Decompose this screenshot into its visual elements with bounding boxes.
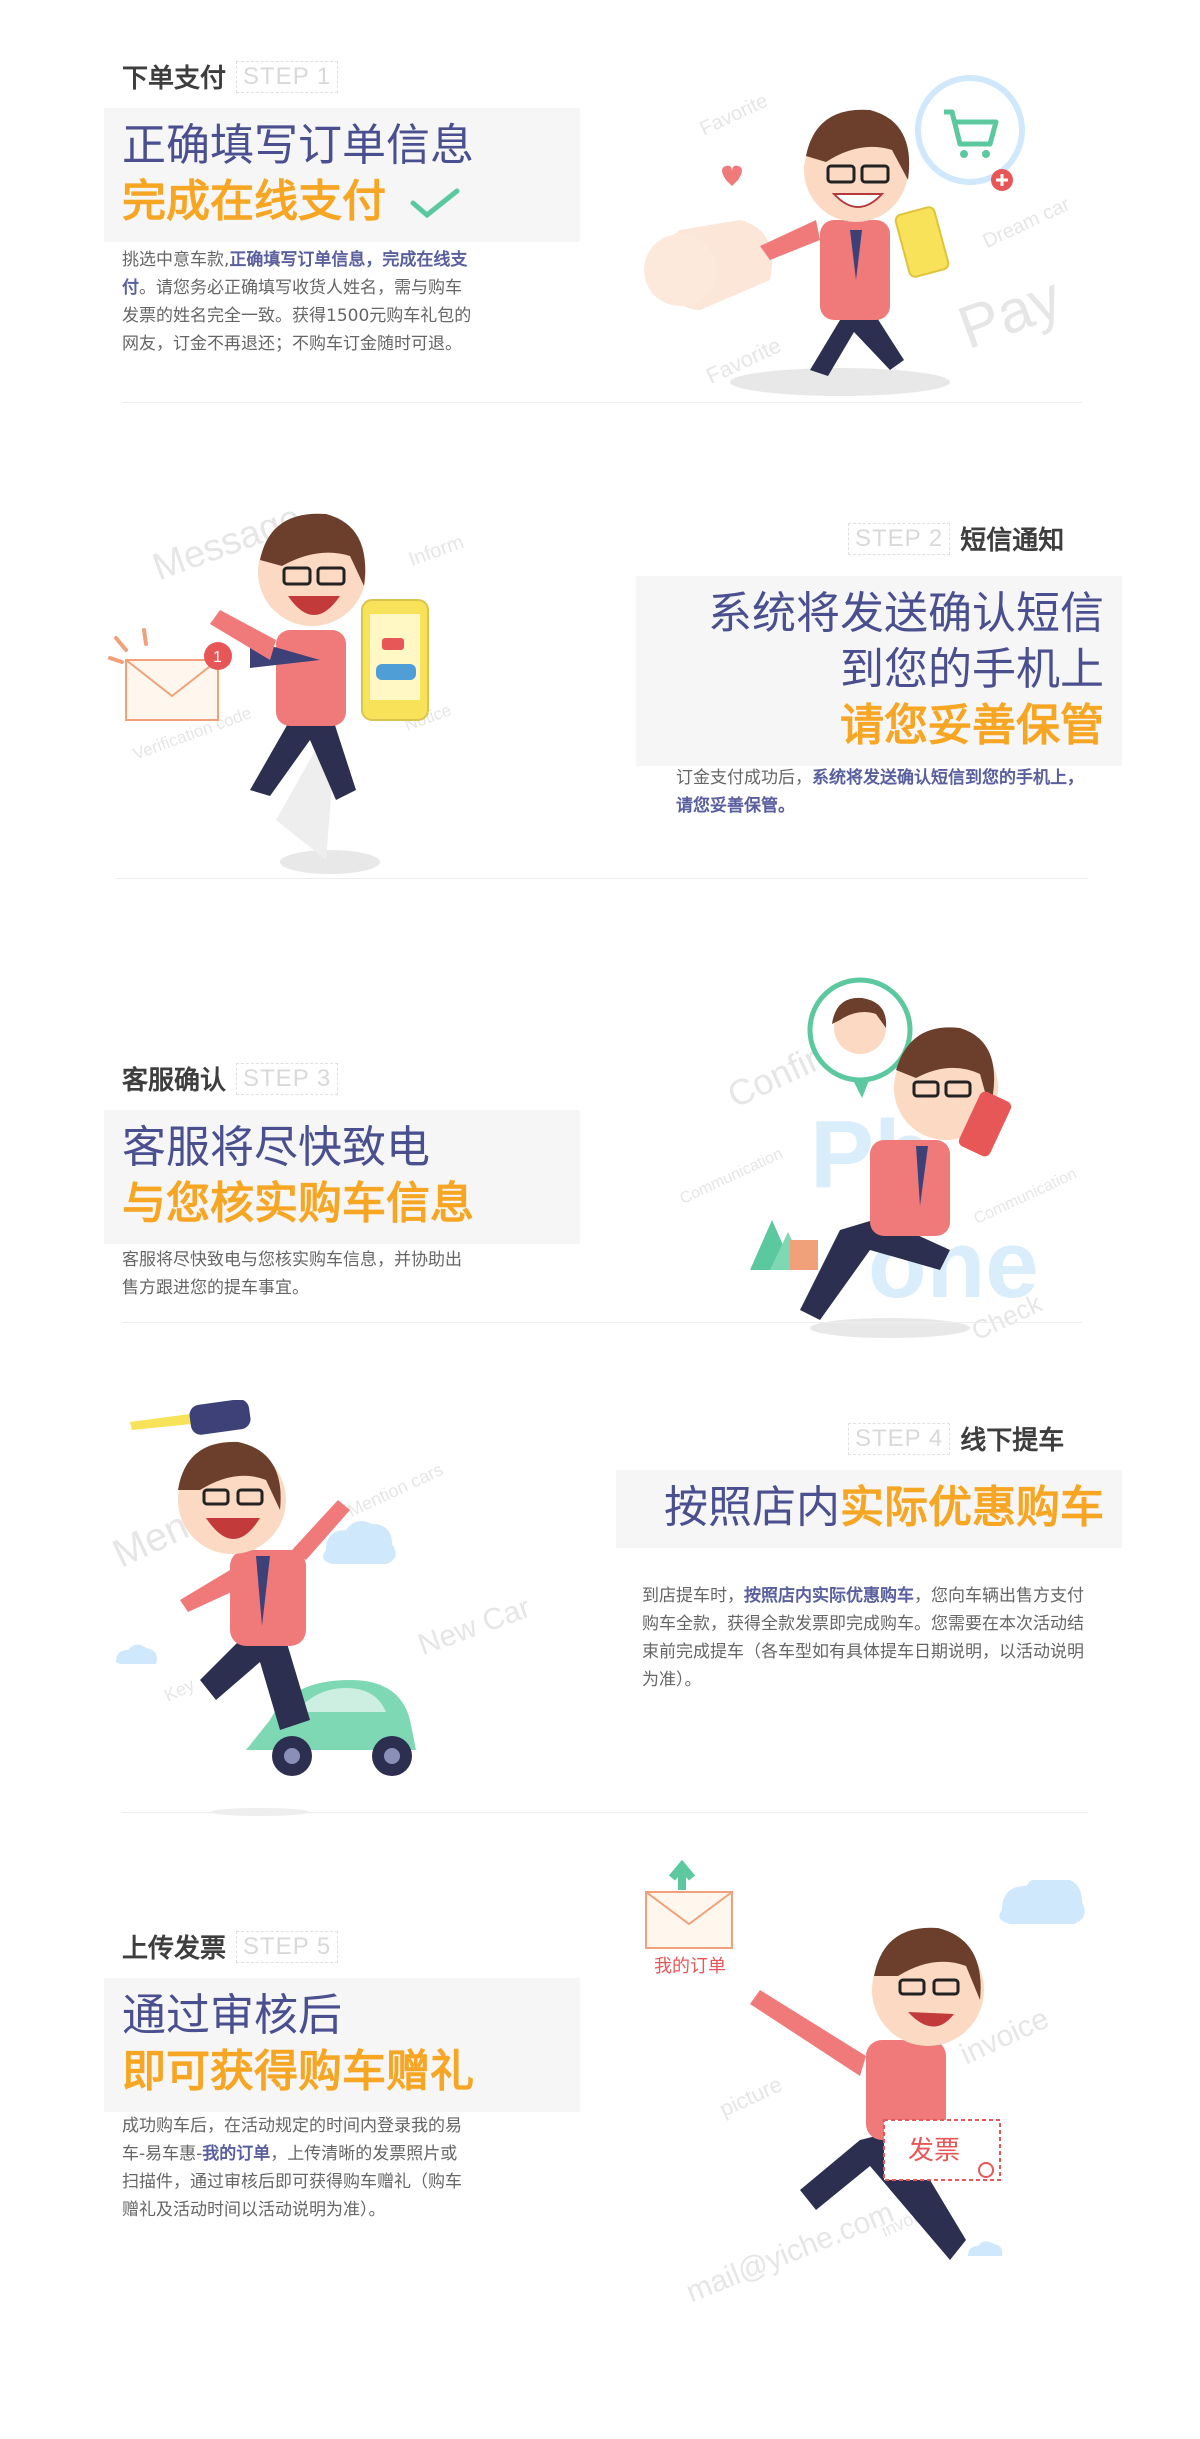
section-divider [122, 1322, 1082, 1323]
step-3-heading: 客服确认 STEP 3 [122, 1060, 339, 1097]
my-order-label: 我的订单 [654, 1956, 726, 1977]
step-4-heading: STEP 4 线下提车 [848, 1420, 1064, 1457]
step-5-description: 成功购车后，在活动规定的时间内登录我的易车-易车惠-我的订单，上传清晰的发票照片… [122, 2116, 462, 2220]
step-3-badge: STEP 3 [236, 1062, 339, 1095]
step-1-illustration [644, 75, 1025, 396]
step-1-badge: STEP 1 [236, 60, 339, 93]
step-1-headline-line-1: 正确填写订单信息 [122, 120, 474, 171]
step-3-headline-line-1: 客服将尽快致电 [122, 1122, 430, 1173]
step-1-headline: 正确填写订单信息 完成在线支付 [104, 108, 580, 242]
step-2-headline: 系统将发送确认短信 到您的手机上 请您妥善保管 [636, 576, 1122, 766]
step-4-headline: 按照店内实际优惠购车 [616, 1470, 1122, 1548]
step-3-headline-line-2: 与您核实购车信息 [122, 1178, 474, 1229]
section-divider [116, 878, 1088, 879]
step-5-headline-line-2: 即可获得购车赠礼 [122, 2046, 474, 2097]
step-3-illustration [750, 977, 1012, 1338]
step-3-description: 客服将尽快致电与您核实购车信息，并协助出售方跟进您的提车事宜。 [122, 1250, 462, 1298]
step-2-illustration: 1 [108, 513, 429, 874]
step-2-headline-line-2: 到您的手机上 [840, 644, 1104, 695]
step-1-headline-line-2: 完成在线支付 [122, 174, 562, 230]
step-1-heading: 下单支付 STEP 1 [122, 58, 339, 95]
step-5-badge: STEP 5 [236, 1930, 339, 1963]
envelope-upload-icon [645, 1860, 733, 1949]
step-4-headline-line: 按照店内实际优惠购车 [664, 1482, 1104, 1533]
step-3-section: 客服确认 STEP 3 客服将尽快致电 与您核实购车信息 客服将尽快致电与您核实… [0, 910, 1200, 1370]
section-divider [122, 1812, 1088, 1813]
step-2-headline-line-1: 系统将发送确认短信 [708, 588, 1104, 639]
step-4-description: 到店提车时，按照店内实际优惠购车，您向车辆出售方支付购车全款，获得全款发票即完成… [642, 1586, 1084, 1690]
step-4-title: 线下提车 [960, 1426, 1065, 1456]
step-5-title: 上传发票 [122, 1934, 227, 1964]
checkmark-icon [410, 188, 460, 219]
step-3-title: 客服确认 [122, 1066, 227, 1096]
step-4-section: STEP 4 线下提车 按照店内实际优惠购车 到店提车时，按照店内实际优惠购车，… [0, 1370, 1200, 1840]
step-2-section: STEP 2 短信通知 系统将发送确认短信 到您的手机上 请您妥善保管 订金支付… [0, 440, 1200, 910]
step-4-illustration [116, 1400, 416, 1816]
step-2-description: 订金支付成功后，系统将发送确认短信到您的手机上，请您妥善保管。 [676, 768, 1084, 816]
section-divider [122, 402, 1082, 403]
step-2-headline-line-3: 请您妥善保管 [840, 700, 1104, 751]
step-5-illustration [750, 1880, 1085, 2260]
step-2-badge: STEP 2 [848, 522, 951, 555]
step-5-section: 上传发票 STEP 5 通过审核后 即可获得购车赠礼 成功购车后，在活动规定的时… [0, 1840, 1200, 2439]
step-1-description: 挑选中意车款,正确填写订单信息，完成在线支付。请您务必正确填写收货人姓名，需与购… [122, 250, 472, 354]
step-1-section: 下单支付 STEP 1 正确填写订单信息 完成在线支付 挑选中意车款,正确填写订… [0, 0, 1200, 440]
invoice-label: 发票 [908, 2136, 961, 2166]
step-2-title: 短信通知 [960, 526, 1065, 556]
step-4-badge: STEP 4 [848, 1422, 951, 1455]
step-2-heading: STEP 2 短信通知 [848, 520, 1064, 557]
svg-text:1: 1 [213, 649, 222, 666]
step-5-headline-line-1: 通过审核后 [122, 1990, 342, 2041]
step-5-headline: 通过审核后 即可获得购车赠礼 [104, 1978, 580, 2112]
step-3-headline: 客服将尽快致电 与您核实购车信息 [104, 1110, 580, 1244]
step-5-heading: 上传发票 STEP 5 [122, 1928, 339, 1965]
step-1-title: 下单支付 [122, 64, 227, 94]
